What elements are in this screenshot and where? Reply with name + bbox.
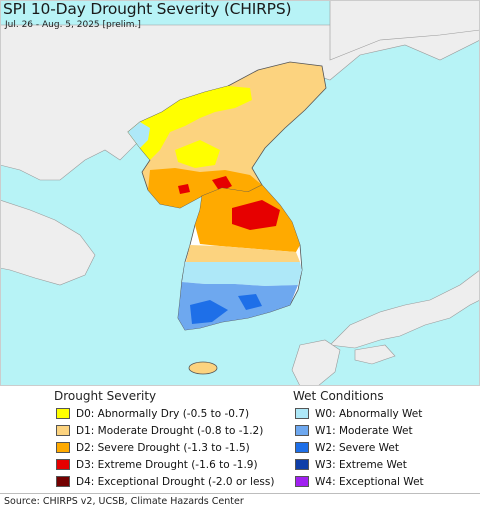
- sk-w2b: [238, 294, 262, 310]
- legend-label-d0: D0: Abnormally Dry (-0.5 to -0.7): [76, 407, 250, 420]
- legend-item-d4: D4: Exceptional Drought (-2.0 or less): [56, 475, 274, 488]
- sk-w0: [182, 262, 302, 286]
- land-russia: [329, 0, 480, 61]
- footer: Source: CHIRPS v2, UCSB, Climate Hazards…: [0, 493, 480, 511]
- legend-item-d2: D2: Severe Drought (-1.3 to -1.5): [56, 441, 250, 454]
- map-subtitle: Jul. 26 - Aug. 5, 2025 [prelim.]: [5, 20, 141, 30]
- legend-item-w3: W3: Extreme Wet: [295, 458, 407, 471]
- legend-item-d3: D3: Extreme Drought (-1.6 to -1.9): [56, 458, 258, 471]
- legend-label-d1: D1: Moderate Drought (-0.8 to -1.2): [76, 424, 264, 437]
- swatch-w1: [295, 425, 309, 436]
- sk-w2: [190, 300, 228, 324]
- wet-legend-title: Wet Conditions: [293, 389, 384, 403]
- map-title: SPI 10-Day Drought Severity (CHIRPS): [3, 0, 292, 18]
- legend-item-w0: W0: Abnormally Wet: [295, 407, 422, 420]
- swatch-d0: [56, 408, 70, 419]
- swatch-w4: [295, 476, 309, 487]
- drought-legend-title: Drought Severity: [54, 389, 157, 403]
- legend-label-w1: W1: Moderate Wet: [315, 424, 413, 437]
- swatch-w2: [295, 442, 309, 453]
- land-china-east: [0, 199, 96, 286]
- land-japan-kyushu: [291, 339, 341, 387]
- legend-label-d2: D2: Severe Drought (-1.3 to -1.5): [76, 441, 250, 454]
- swatch-w0: [295, 408, 309, 419]
- nk-d2: [148, 168, 262, 208]
- legend-panel: Drought Severity Wet Conditions D0: Abno…: [0, 386, 480, 490]
- nk-d3: [212, 176, 232, 192]
- legend-item-d0: D0: Abnormally Dry (-0.5 to -0.7): [56, 407, 249, 420]
- nk-d0-central: [175, 140, 220, 168]
- swatch-d4: [56, 476, 70, 487]
- legend-item-w4: W4: Exceptional Wet: [295, 475, 424, 488]
- land-japan-honshu: [329, 269, 480, 349]
- nk-w0-coast: [128, 122, 150, 148]
- land-jeju: [188, 361, 218, 375]
- sk-d1-edge: [186, 245, 300, 262]
- sk-d3: [232, 200, 280, 230]
- source-credit: Source: CHIRPS v2, UCSB, Climate Hazards…: [4, 496, 244, 507]
- legend-item-w2: W2: Severe Wet: [295, 441, 399, 454]
- legend-label-w3: W3: Extreme Wet: [315, 458, 407, 471]
- legend-label-d3: D3: Extreme Drought (-1.6 to -1.9): [76, 458, 258, 471]
- legend-label-w0: W0: Abnormally Wet: [315, 407, 423, 420]
- legend-label-w4: W4: Exceptional Wet: [315, 475, 424, 488]
- swatch-d2: [56, 442, 70, 453]
- swatch-d1: [56, 425, 70, 436]
- legend-item-w1: W1: Moderate Wet: [295, 424, 413, 437]
- legend-label-d4: D4: Exceptional Drought (-2.0 or less): [76, 475, 275, 488]
- legend-label-w2: W2: Severe Wet: [315, 441, 399, 454]
- nk-d3b: [178, 184, 190, 194]
- land-japan-shikoku: [354, 344, 396, 365]
- swatch-d3: [56, 459, 70, 470]
- nk-d0-west: [128, 86, 252, 160]
- legend-item-d1: D1: Moderate Drought (-0.8 to -1.2): [56, 424, 263, 437]
- swatch-w3: [295, 459, 309, 470]
